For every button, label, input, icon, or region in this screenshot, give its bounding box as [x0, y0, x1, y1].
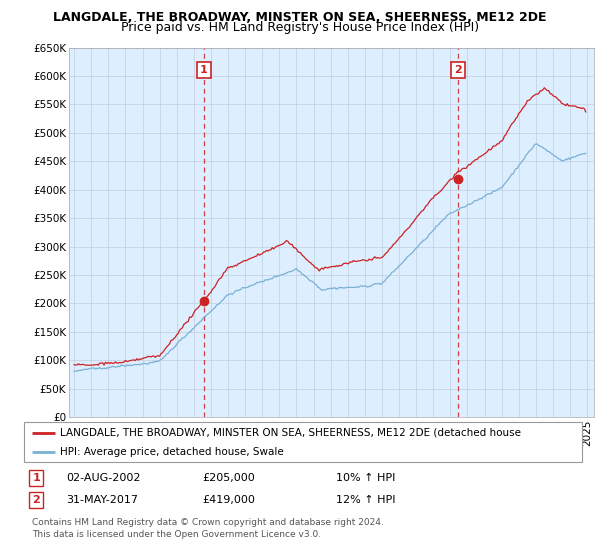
Text: 12% ↑ HPI: 12% ↑ HPI: [337, 494, 396, 505]
Text: £419,000: £419,000: [203, 494, 256, 505]
Text: 31-MAY-2017: 31-MAY-2017: [66, 494, 138, 505]
Text: 1: 1: [32, 473, 40, 483]
Text: 1: 1: [200, 66, 208, 76]
Text: 2: 2: [454, 66, 461, 76]
Text: LANGDALE, THE BROADWAY, MINSTER ON SEA, SHEERNESS, ME12 2DE (detached house: LANGDALE, THE BROADWAY, MINSTER ON SEA, …: [60, 428, 521, 437]
Text: 02-AUG-2002: 02-AUG-2002: [66, 473, 140, 483]
Text: HPI: Average price, detached house, Swale: HPI: Average price, detached house, Swal…: [60, 447, 284, 457]
Text: 2: 2: [32, 494, 40, 505]
Text: Price paid vs. HM Land Registry's House Price Index (HPI): Price paid vs. HM Land Registry's House …: [121, 21, 479, 34]
Text: LANGDALE, THE BROADWAY, MINSTER ON SEA, SHEERNESS, ME12 2DE: LANGDALE, THE BROADWAY, MINSTER ON SEA, …: [53, 11, 547, 24]
Text: £205,000: £205,000: [203, 473, 256, 483]
Text: 10% ↑ HPI: 10% ↑ HPI: [337, 473, 396, 483]
Text: Contains HM Land Registry data © Crown copyright and database right 2024.
This d: Contains HM Land Registry data © Crown c…: [32, 519, 384, 539]
